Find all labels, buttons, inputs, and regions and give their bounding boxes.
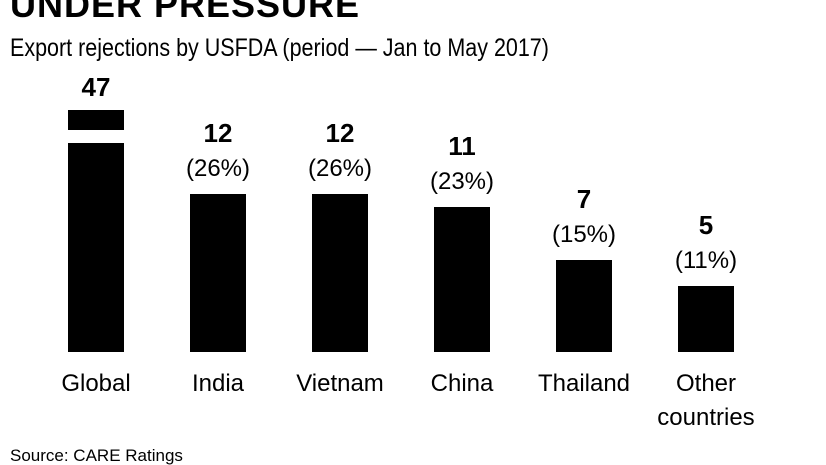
share-label: (26%)	[307, 154, 373, 182]
axis-break	[66, 130, 126, 143]
x-tick-label: Vietnam	[296, 370, 384, 397]
share-label: (11%)	[674, 247, 738, 274]
x-tick-label: Thailand	[537, 370, 631, 397]
value-label: 7	[576, 183, 592, 214]
bar	[190, 193, 246, 352]
chart-title: UNDER PRESSURE	[10, 0, 361, 25]
x-tick-label: Global	[61, 370, 131, 397]
share-label: (15%)	[551, 220, 617, 248]
value-label: 5	[698, 210, 714, 240]
value-label: 12	[325, 117, 355, 148]
bar	[434, 206, 490, 352]
share-label: (26%)	[185, 154, 251, 182]
chart-subtitle: Export rejections by USFDA (period — Jan…	[10, 34, 549, 62]
bar	[678, 286, 734, 352]
bar	[68, 110, 124, 352]
value-label: 11	[448, 130, 476, 161]
x-tick-label: Other countries	[657, 370, 755, 431]
bar	[556, 259, 612, 352]
x-tick-label: China	[430, 370, 494, 397]
value-label: 47	[81, 72, 111, 102]
x-tick-label: India	[191, 370, 245, 397]
source-note: Source: CARE Ratings	[10, 446, 183, 465]
value-label: 12	[203, 117, 233, 148]
bar	[312, 193, 368, 352]
share-label: (23%)	[429, 167, 495, 195]
